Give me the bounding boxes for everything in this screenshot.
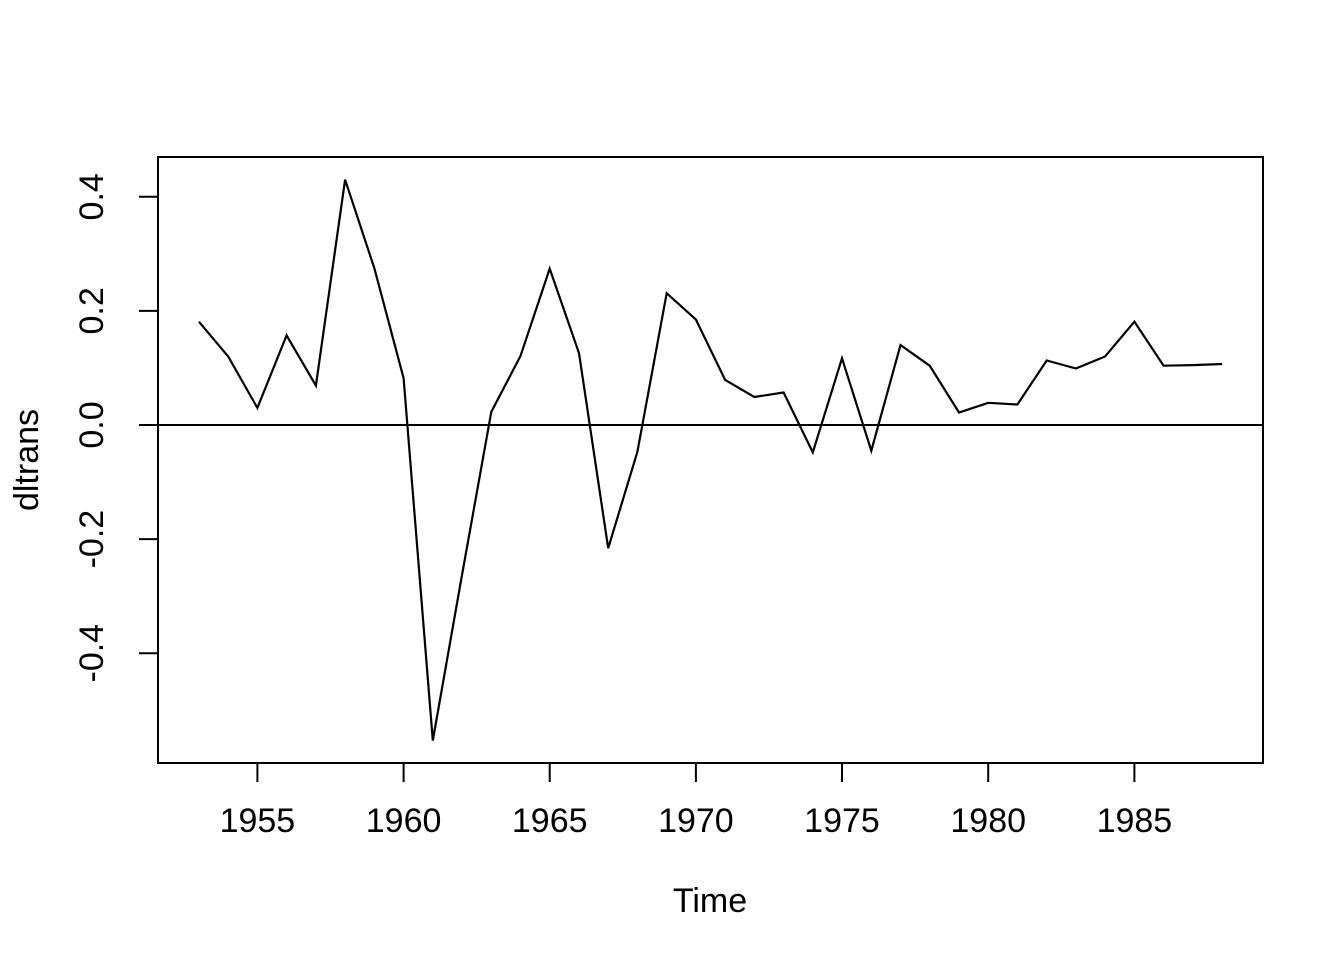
x-axis-tick-label: 1965 bbox=[512, 802, 588, 840]
x-axis-tick-label: 1980 bbox=[950, 802, 1026, 840]
y-axis-tick-label: 0.4 bbox=[73, 173, 111, 220]
y-axis-tick-label: 0.2 bbox=[73, 287, 111, 334]
y-axis-tick-label: -0.4 bbox=[73, 624, 111, 683]
x-axis-tick-label: 1985 bbox=[1097, 802, 1173, 840]
x-axis-title: Time bbox=[673, 882, 747, 920]
data-series-line bbox=[198, 179, 1223, 741]
x-axis-tick-label: 1960 bbox=[366, 802, 442, 840]
y-axis-title: dltrans bbox=[8, 409, 46, 511]
x-axis-tick-label: 1975 bbox=[804, 802, 880, 840]
y-axis-tick-label: 0.0 bbox=[73, 401, 111, 448]
plot-frame bbox=[157, 156, 1264, 764]
y-axis-tick-label: -0.2 bbox=[73, 510, 111, 569]
x-axis-tick-label: 1955 bbox=[220, 802, 296, 840]
x-axis-tick-label: 1970 bbox=[658, 802, 734, 840]
